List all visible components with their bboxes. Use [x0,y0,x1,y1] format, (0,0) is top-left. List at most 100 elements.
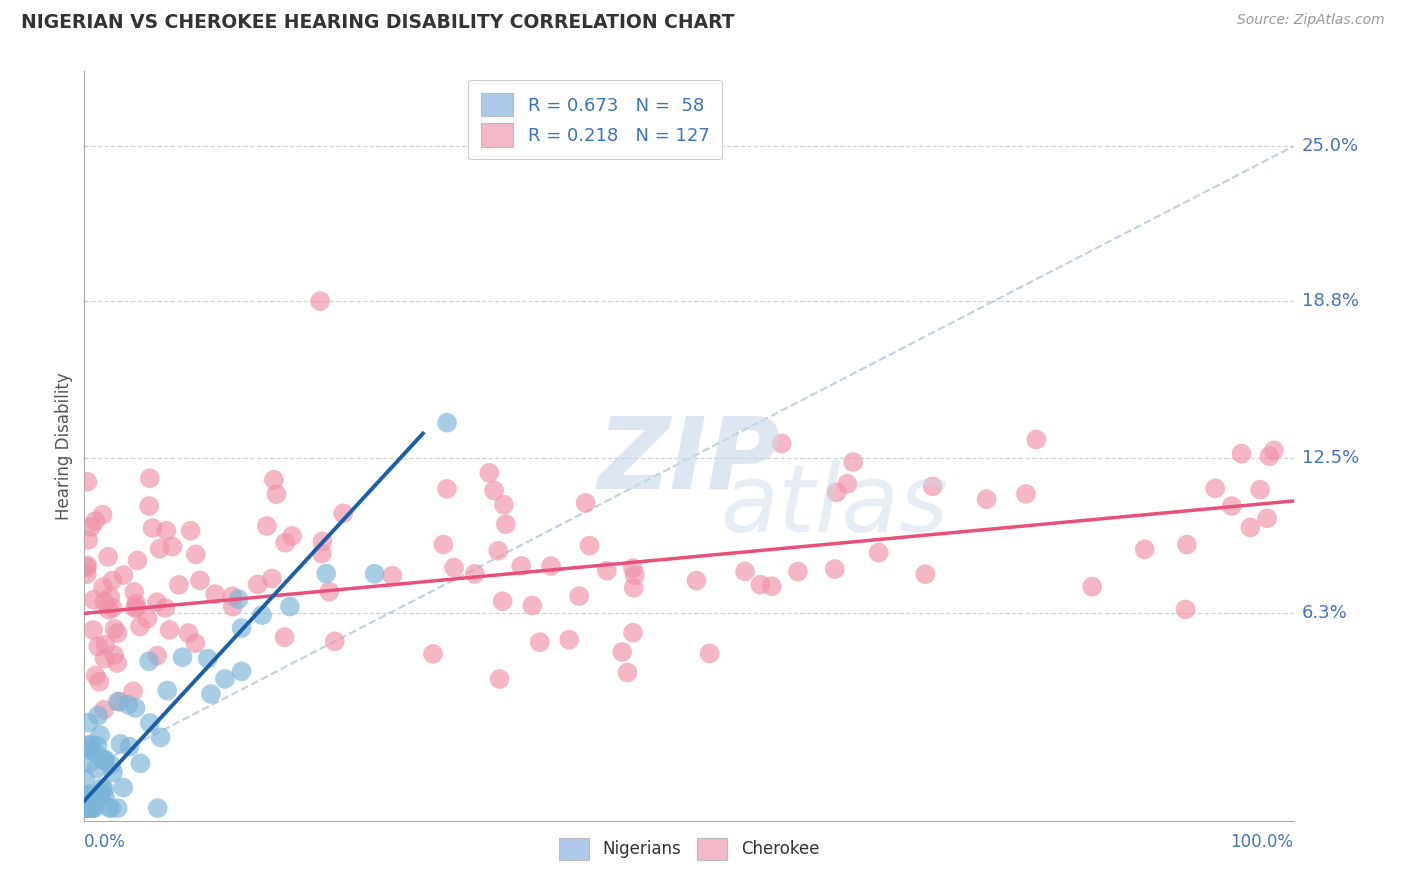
Point [266,487,288,501]
Point [94,638,117,652]
Point [149,731,172,745]
Point [77,801,100,815]
Point [76,567,98,582]
Point [184,636,207,650]
Point [93,753,115,767]
Point [921,479,943,493]
Point [86,739,108,753]
Point [125,596,148,610]
Point [83,801,105,815]
Point [77,738,100,752]
Point [381,568,404,582]
Point [522,599,544,613]
Point [129,619,152,633]
Point [139,471,162,485]
Point [422,647,444,661]
Point [98,800,121,814]
Point [103,648,125,662]
Point [75,789,97,803]
Point [495,517,517,532]
Point [142,521,165,535]
Point [197,651,219,665]
Text: 18.8%: 18.8% [1302,293,1358,310]
Point [486,543,509,558]
Point [139,716,162,731]
Point [97,603,120,617]
Point [93,753,115,767]
Point [1220,499,1243,513]
Point [155,601,177,615]
Point [77,533,100,547]
Point [124,701,146,715]
Text: ZIP: ZIP [598,412,780,509]
Point [443,560,465,574]
Point [464,566,486,581]
Point [273,630,295,644]
Point [260,571,283,585]
Point [1015,487,1038,501]
Point [575,496,598,510]
Point [80,738,103,752]
Text: 25.0%: 25.0% [1302,137,1360,155]
Point [148,541,170,556]
Point [75,801,97,815]
Point [578,539,600,553]
Point [101,600,124,615]
Point [159,623,181,637]
Point [332,506,354,520]
Point [432,537,454,551]
Point [623,568,645,582]
Point [77,787,100,801]
Point [278,599,301,614]
Point [100,801,122,815]
Point [488,672,510,686]
Point [117,698,139,712]
Point [84,514,107,528]
Point [127,553,149,567]
Point [221,589,243,603]
Point [749,577,772,591]
Point [231,621,253,635]
Point [1175,537,1198,551]
Text: 12.5%: 12.5% [1302,450,1360,467]
Point [172,650,194,665]
Point [122,585,145,599]
Point [529,635,551,649]
Point [77,715,100,730]
Point [76,560,98,574]
Text: Source: ZipAtlas.com: Source: ZipAtlas.com [1237,13,1385,28]
Point [108,695,131,709]
Text: 0.0%: 0.0% [84,833,127,851]
Point [868,546,890,560]
Point [274,535,297,549]
Point [787,565,810,579]
Text: 100.0%: 100.0% [1230,833,1294,851]
Point [94,789,117,804]
Point [568,589,591,603]
Point [110,737,132,751]
Point [104,622,127,636]
Legend: Nigerians, Cherokee: Nigerians, Cherokee [553,831,825,866]
Point [621,625,644,640]
Point [323,634,346,648]
Point [616,665,638,680]
Point [263,473,285,487]
Text: atlas: atlas [720,460,948,551]
Text: NIGERIAN VS CHEROKEE HEARING DISABILITY CORRELATION CHART: NIGERIAN VS CHEROKEE HEARING DISABILITY … [21,13,735,32]
Point [124,601,146,615]
Point [250,608,273,623]
Point [76,558,98,573]
Point [204,587,226,601]
Point [76,794,98,808]
Point [228,592,250,607]
Point [214,672,236,686]
Point [91,780,114,795]
Point [1263,443,1285,458]
Point [83,745,105,759]
Point [87,708,110,723]
Point [914,567,936,582]
Point [188,574,211,588]
Point [138,499,160,513]
Point [84,668,107,682]
Point [1258,450,1281,464]
